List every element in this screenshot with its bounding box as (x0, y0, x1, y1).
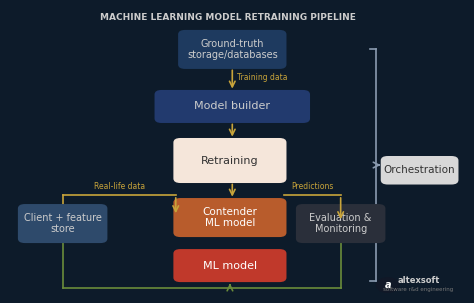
FancyBboxPatch shape (173, 198, 286, 237)
FancyBboxPatch shape (381, 156, 458, 185)
FancyBboxPatch shape (178, 30, 286, 69)
FancyBboxPatch shape (296, 204, 385, 243)
Text: Model builder: Model builder (194, 102, 270, 112)
FancyBboxPatch shape (173, 138, 286, 183)
Text: Orchestration: Orchestration (384, 165, 456, 175)
Text: altexsoft: altexsoft (397, 276, 439, 285)
Text: Real-life data: Real-life data (94, 182, 145, 191)
Circle shape (376, 278, 399, 292)
Text: Contender
ML model: Contender ML model (202, 207, 257, 228)
Text: ML model: ML model (203, 261, 257, 271)
Text: Ground-truth
storage/databases: Ground-truth storage/databases (187, 38, 278, 60)
FancyBboxPatch shape (173, 249, 286, 282)
Text: Predictions: Predictions (291, 182, 334, 191)
Text: MACHINE LEARNING MODEL RETRAINING PIPELINE: MACHINE LEARNING MODEL RETRAINING PIPELI… (100, 13, 356, 22)
Text: Client + feature
store: Client + feature store (24, 213, 101, 234)
FancyBboxPatch shape (155, 90, 310, 123)
Text: Evaluation &
Monitoring: Evaluation & Monitoring (310, 213, 372, 234)
FancyBboxPatch shape (18, 204, 108, 243)
Text: Retraining: Retraining (201, 155, 259, 165)
Text: software r&d engineering: software r&d engineering (383, 287, 454, 292)
Text: Training data: Training data (237, 73, 288, 82)
Text: a: a (384, 280, 391, 290)
